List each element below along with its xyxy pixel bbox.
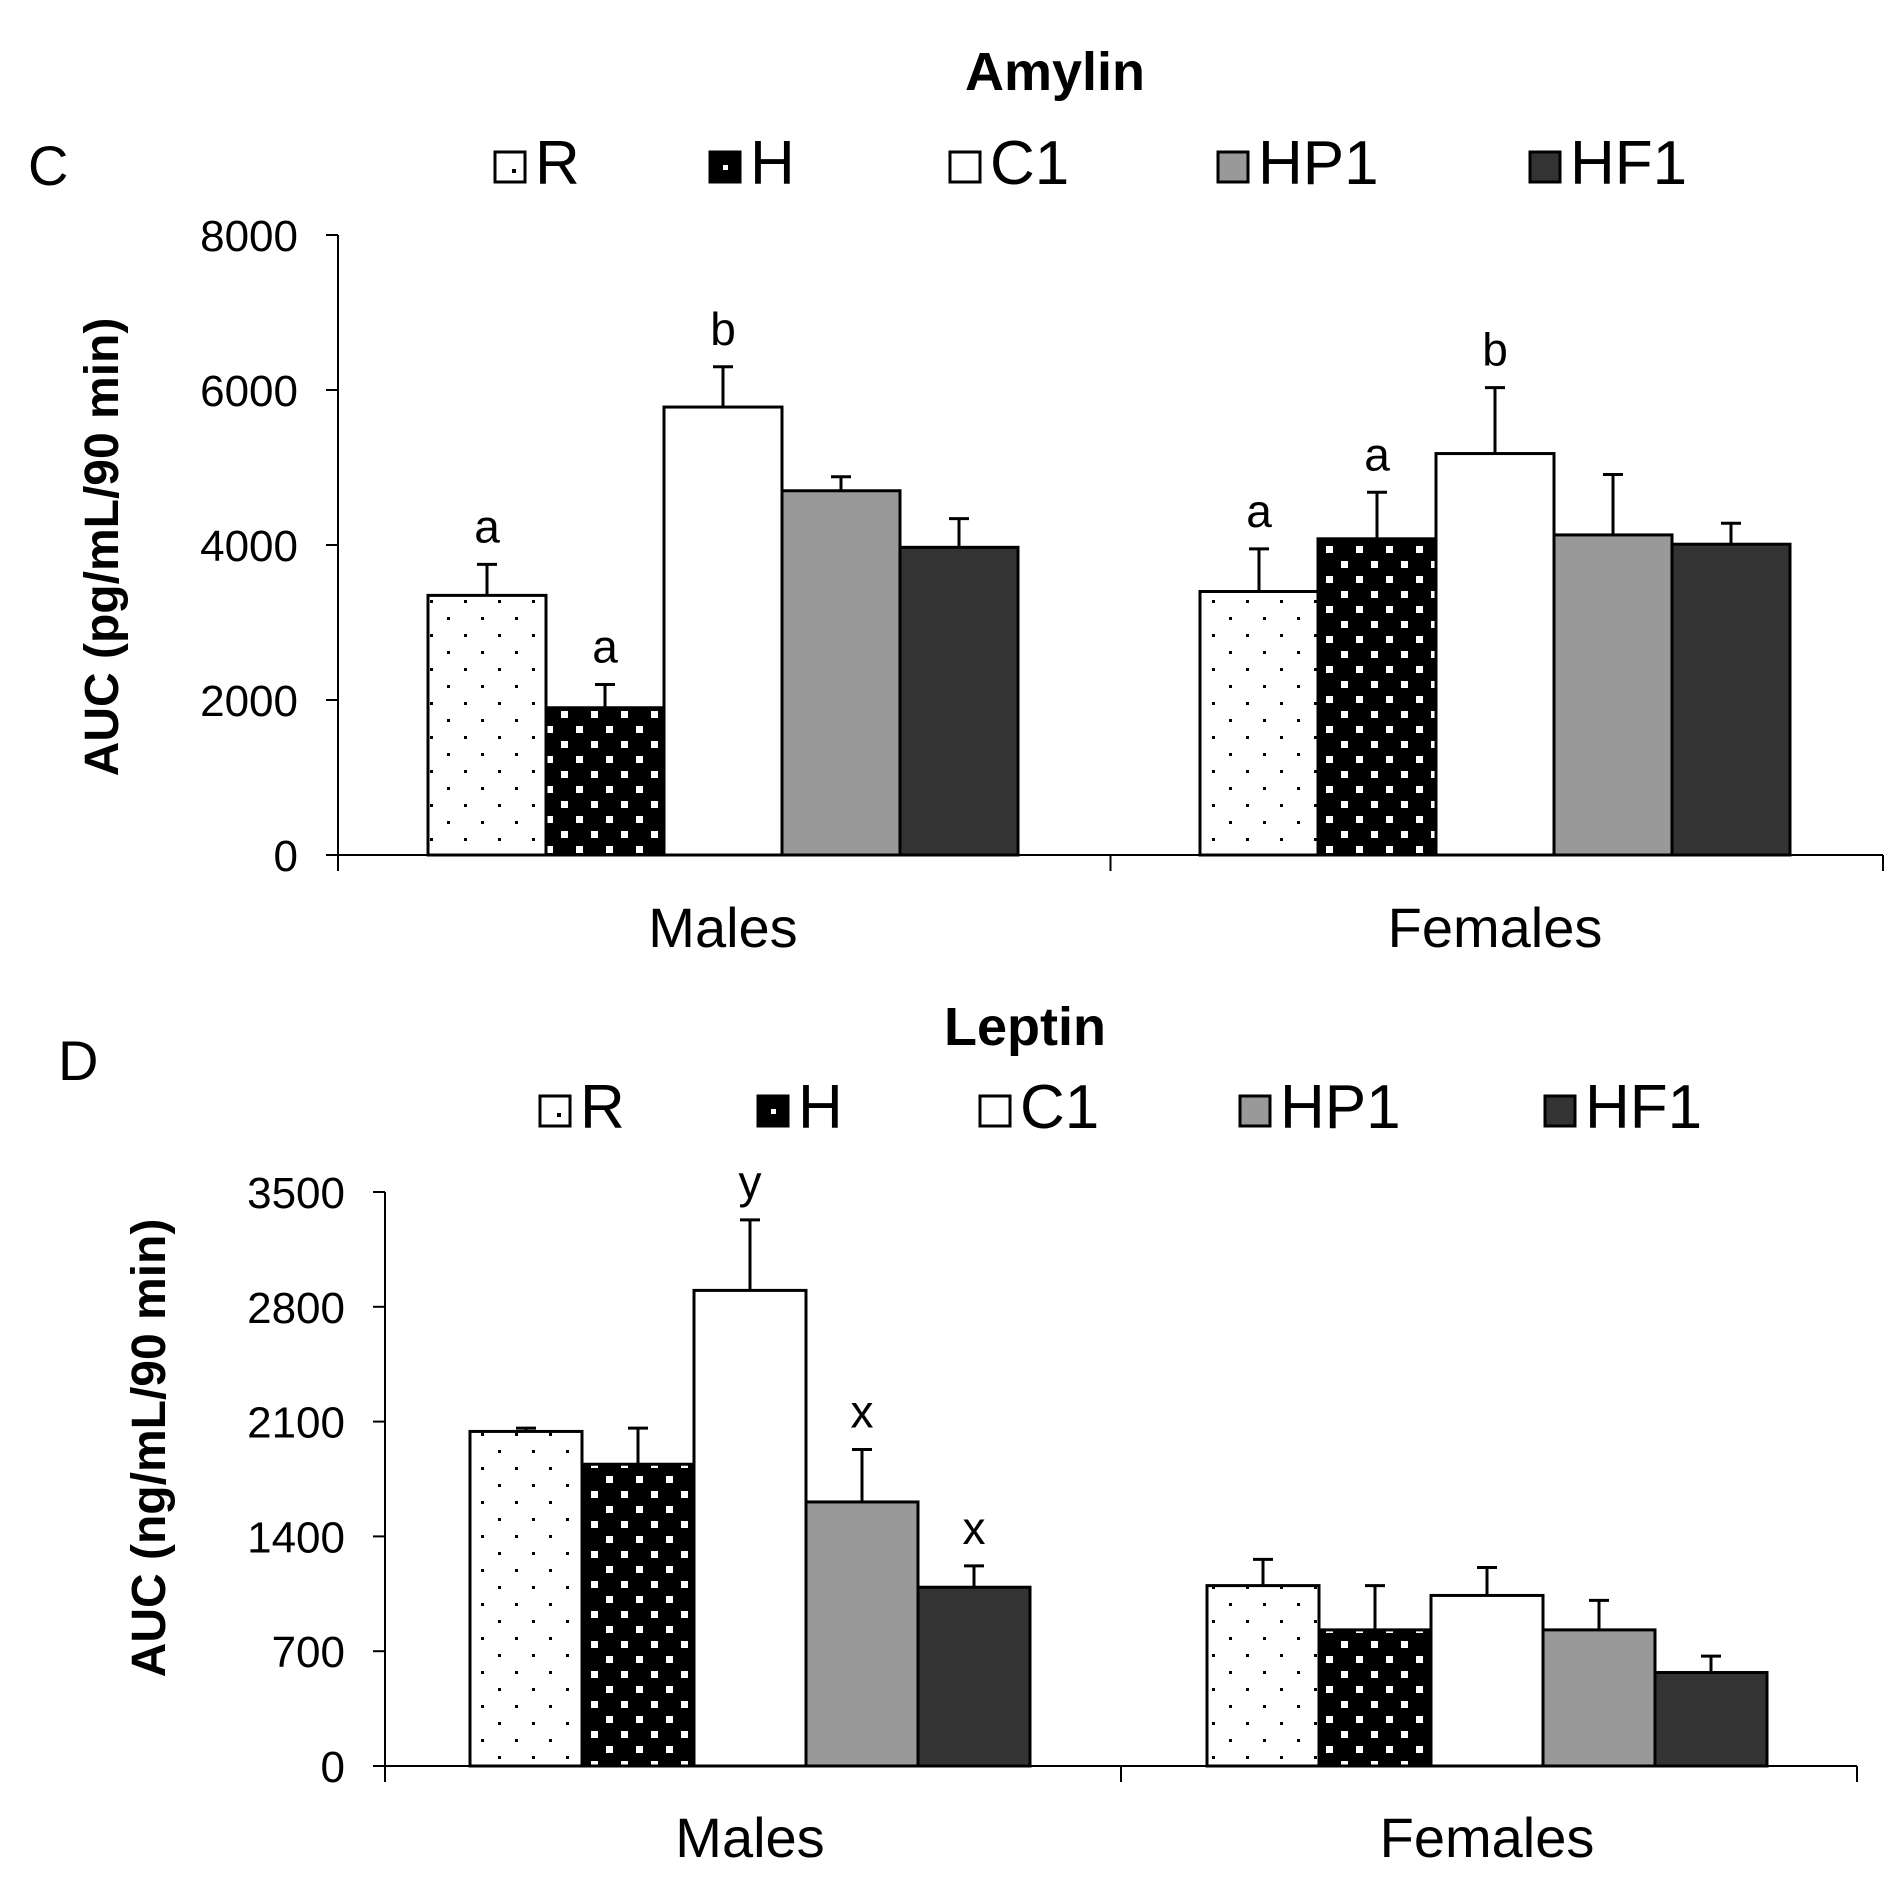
- amylin-category-label: Males: [648, 896, 797, 959]
- leptin-bar-c1-males: [692, 1288, 808, 1768]
- leptin-legend-swatch-c1: [978, 1094, 1012, 1128]
- amylin-bar-c1-females: [1434, 452, 1556, 857]
- amylin-y-tick-label: 6000: [200, 367, 298, 416]
- leptin-legend: R H C1 HP1 HF1: [538, 1073, 1702, 1142]
- amylin-bar-hp1-females: [1552, 533, 1674, 857]
- amylin-significance-letter: b: [1482, 324, 1508, 376]
- leptin-bar-hf1-males: [916, 1585, 1032, 1768]
- amylin-title: Amylin: [965, 42, 1145, 102]
- leptin-category-label: Females: [1380, 1806, 1595, 1869]
- amylin-significance-letter: a: [1364, 428, 1390, 480]
- leptin-legend-swatch-hf1: [1543, 1094, 1577, 1128]
- amylin-significance-letter: b: [710, 303, 736, 355]
- amylin-bar-hf1-males: [898, 545, 1020, 857]
- amylin-bar-hf1-females: [1670, 542, 1792, 857]
- leptin-y-tick-label: 700: [272, 1628, 345, 1677]
- leptin-significance-letter: x: [851, 1385, 874, 1437]
- leptin-bars: y x x: [468, 1156, 1769, 1768]
- leptin-legend-label-r: R: [580, 1073, 625, 1142]
- amylin-legend-swatch-hp1: [1216, 150, 1250, 184]
- leptin-bar-h-males: [580, 1462, 696, 1768]
- leptin-significance-letter: x: [963, 1502, 986, 1554]
- amylin-legend-swatch-dot: [723, 165, 728, 170]
- amylin-legend-swatch-hf1: [1528, 150, 1562, 184]
- amylin-axes: 0 2000 4000 6000 8000 Males Females: [200, 212, 1884, 959]
- amylin-significance-letter: a: [1246, 485, 1272, 537]
- leptin-bar-r-females: [1205, 1584, 1321, 1768]
- leptin-axes: 0 700 1400 2100 2800 3500 Males Females: [247, 1169, 1858, 1869]
- amylin-legend-swatch-c1: [948, 150, 982, 184]
- leptin-y-tick-label: 2800: [247, 1284, 345, 1333]
- amylin-legend: R H C1 HP1 HF1: [493, 129, 1687, 198]
- amylin-bar-h-males: [544, 706, 666, 857]
- leptin-y-axis-label: AUC (ng/mL/90 min): [123, 1219, 176, 1678]
- amylin-bar-hp1-males: [780, 489, 902, 857]
- leptin-bar-r-males: [468, 1429, 584, 1768]
- leptin-bar-h-females: [1317, 1628, 1433, 1768]
- amylin-category-label: Females: [1388, 896, 1603, 959]
- leptin-bar-hp1-females: [1541, 1628, 1657, 1768]
- amylin-significance-letter: a: [592, 621, 618, 673]
- leptin-y-tick-label: 1400: [247, 1513, 345, 1562]
- leptin-bar-c1-females: [1429, 1593, 1545, 1768]
- leptin-significance-letter: y: [739, 1156, 762, 1208]
- leptin-legend-label-h: H: [798, 1073, 843, 1142]
- leptin-y-tick-label: 3500: [247, 1169, 345, 1218]
- amylin-legend-swatch-h: [708, 150, 742, 184]
- amylin-significance-letter: a: [474, 500, 500, 552]
- amylin-bar-r-females: [1198, 590, 1320, 857]
- leptin-bar-hp1-males: [804, 1500, 920, 1768]
- amylin-bar-c1-males: [662, 405, 784, 857]
- leptin-legend-swatch-dot: [771, 1109, 776, 1114]
- leptin-title: Leptin: [944, 997, 1106, 1057]
- leptin-y-tick-label: 0: [321, 1743, 345, 1792]
- leptin-legend-swatch-dot: [557, 1113, 561, 1117]
- amylin-y-tick-label: 0: [274, 832, 298, 881]
- leptin-legend-label-hf1: HF1: [1585, 1073, 1702, 1142]
- amylin-legend-label-h: H: [750, 129, 795, 198]
- amylin-y-axis-label: AUC (pg/mL/90 min): [76, 318, 129, 777]
- amylin-bars: a a a a b b: [426, 303, 1792, 857]
- leptin-legend-swatch-r: [538, 1094, 572, 1128]
- amylin-legend-label-c1: C1: [990, 129, 1069, 198]
- amylin-legend-swatch-r: [493, 150, 527, 184]
- amylin-panel: C Amylin R H C1 HP1 HF1 AUC (pg/mL/90 min) 0…: [28, 42, 1884, 959]
- panel-label-c: C: [28, 134, 68, 197]
- amylin-legend-label-hp1: HP1: [1258, 129, 1379, 198]
- leptin-legend-label-hp1: HP1: [1280, 1073, 1401, 1142]
- amylin-legend-label-r: R: [535, 129, 580, 198]
- leptin-bar-hf1-females: [1653, 1671, 1769, 1768]
- amylin-bar-h-females: [1316, 537, 1438, 857]
- amylin-legend-label-hf1: HF1: [1570, 129, 1687, 198]
- amylin-legend-swatch-dot: [512, 169, 516, 173]
- amylin-y-tick-label: 2000: [200, 677, 298, 726]
- leptin-y-tick-label: 2100: [247, 1399, 345, 1448]
- amylin-bar-r-males: [426, 593, 548, 857]
- amylin-y-tick-label: 4000: [200, 522, 298, 571]
- panel-label-d: D: [58, 1029, 98, 1092]
- leptin-legend-label-c1: C1: [1020, 1073, 1099, 1142]
- leptin-panel: D Leptin R H C1 HP1 HF1 AUC (ng/mL/90 min) 0…: [58, 997, 1858, 1869]
- leptin-category-label: Males: [675, 1806, 824, 1869]
- leptin-legend-swatch-hp1: [1238, 1094, 1272, 1128]
- amylin-y-tick-label: 8000: [200, 212, 298, 261]
